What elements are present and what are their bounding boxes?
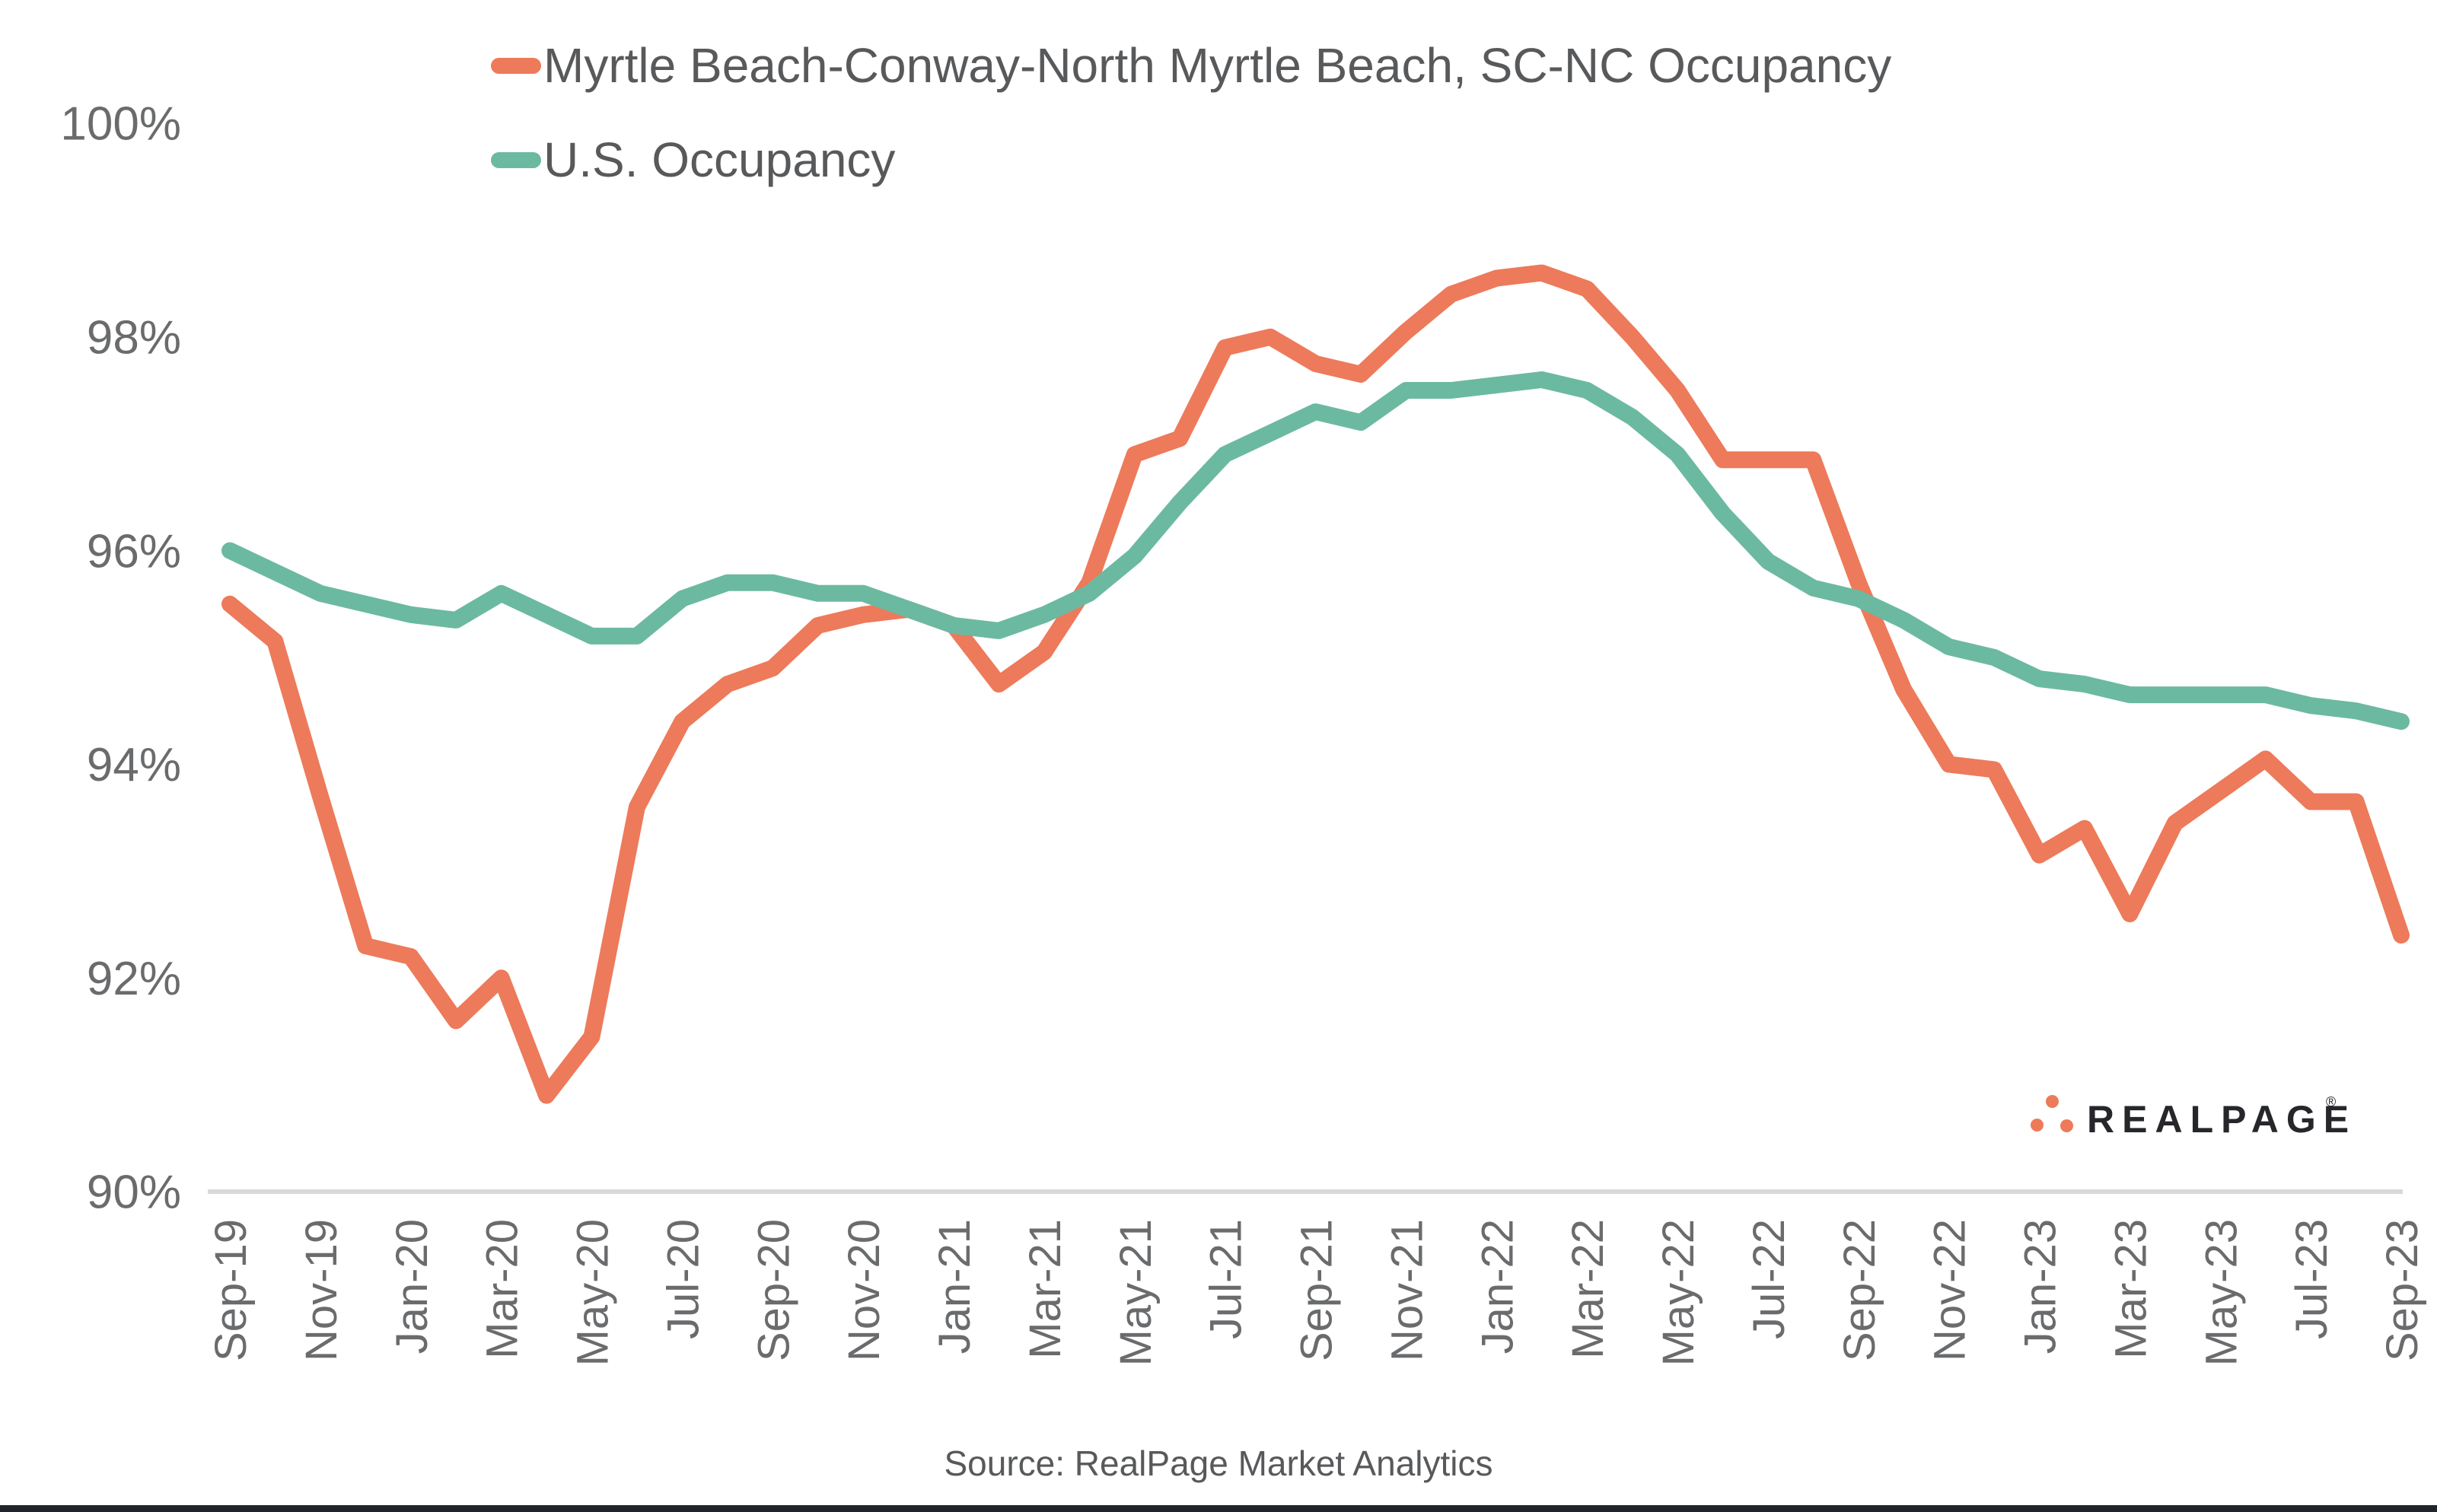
x-axis-tick-label: Nov-20 (839, 1219, 889, 1361)
x-axis-tick-label: Mar-22 (1563, 1219, 1613, 1359)
x-axis-tick-label: May-20 (569, 1219, 618, 1366)
x-axis-tick-label: Jul-20 (658, 1219, 708, 1339)
realpage-wordmark: REALPAGE (2087, 1098, 2357, 1141)
x-axis-tick-label: Sep-21 (1292, 1219, 1342, 1361)
x-axis-tick-label: Sep-20 (749, 1219, 798, 1361)
us-series-label: U.S. Occupancy (543, 132, 896, 187)
x-axis-tick-label: Sep-23 (2378, 1219, 2427, 1361)
x-axis-tick-label: Nov-19 (297, 1219, 346, 1361)
legend-item-us: U.S. Occupancy (491, 131, 1891, 189)
x-axis-tick-label: Jul-23 (2287, 1219, 2337, 1339)
us-series-swatch-icon (491, 151, 541, 168)
us-occupancy-line (221, 371, 2410, 731)
y-axis-tick-label: 92% (87, 953, 181, 1005)
y-axis-tick-label: 94% (87, 739, 181, 791)
legend-item-myrtle-beach: Myrtle Beach-Conway-North Myrtle Beach, … (491, 37, 1891, 94)
x-axis-tick-label: May-23 (2196, 1219, 2246, 1366)
realpage-dots-icon (2026, 1093, 2079, 1141)
myrtle-beach-series-swatch-icon (491, 57, 541, 74)
x-axis-tick-label: May-21 (1111, 1219, 1161, 1366)
y-axis-tick-label: 98% (87, 312, 181, 364)
x-axis-tick-label: Nov-21 (1382, 1219, 1432, 1361)
bottom-border-bar (0, 1505, 2437, 1512)
x-axis-tick-label: Mar-23 (2106, 1219, 2155, 1359)
x-axis-tick-label: Jul-21 (1202, 1219, 1251, 1339)
myrtle-beach-occupancy-line (221, 264, 2410, 1104)
registered-trademark-mark: ® (2326, 1094, 2337, 1109)
x-axis-tick-label: May-22 (1654, 1219, 1703, 1366)
x-axis-tick-label: Nov-22 (1926, 1219, 1975, 1361)
x-axis-tick-label: Jul-22 (1744, 1219, 1794, 1339)
logo-dot-left (2031, 1119, 2044, 1132)
source-attribution: Source: RealPage Market Analytics (944, 1444, 1493, 1483)
x-axis-tick-label: Jan-20 (387, 1219, 437, 1354)
x-axis-tick-label: Mar-20 (478, 1219, 527, 1359)
y-axis-tick-label: 90% (87, 1167, 181, 1219)
x-axis-tick-label: Sep-22 (1835, 1219, 1884, 1361)
y-axis-tick-label: 96% (87, 525, 181, 578)
myrtle-beach-series-label: Myrtle Beach-Conway-North Myrtle Beach, … (543, 38, 1892, 93)
x-axis-tick-label: Sep-19 (206, 1219, 256, 1361)
logo-dot-top (2046, 1095, 2059, 1108)
logo-dot-right (2060, 1119, 2073, 1132)
y-axis-tick-label: 100% (60, 98, 181, 151)
x-axis-tick-label: Jan-22 (1473, 1219, 1522, 1354)
x-axis-tick-label: Mar-21 (1021, 1219, 1070, 1359)
chart-legend: Myrtle Beach-Conway-North Myrtle Beach, … (491, 37, 1891, 225)
x-axis-tick-label: Jan-21 (930, 1219, 980, 1354)
x-axis-tick-label: Jan-23 (2016, 1219, 2066, 1354)
